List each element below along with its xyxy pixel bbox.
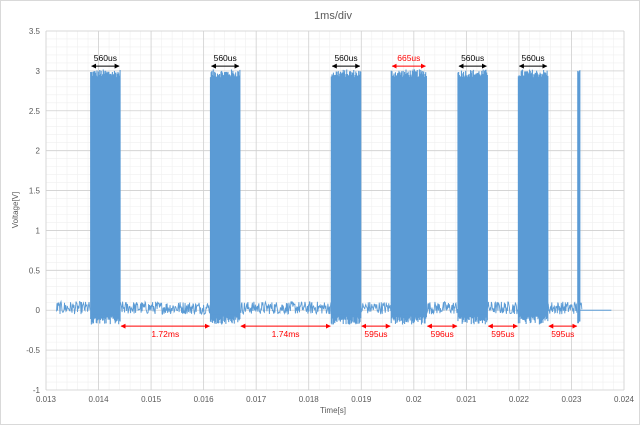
pulse-block xyxy=(90,78,121,315)
y-tick-labels: -1 -0.5 0 0.5 1 1.5 2 2.5 3 3.5 xyxy=(26,27,40,395)
baseline-trace xyxy=(486,300,519,315)
annotation-label: 595us xyxy=(364,329,387,339)
annotation-label: 560us xyxy=(94,53,117,63)
baseline-trace xyxy=(426,301,459,315)
pulse-block xyxy=(210,78,240,315)
y-tick-label: 2 xyxy=(36,147,41,156)
y-tick-label: 1.5 xyxy=(29,187,41,196)
y-tick-label: 3 xyxy=(36,67,41,76)
annotation-label: 596us xyxy=(431,329,454,339)
y-tick-label: 0 xyxy=(36,306,41,315)
pulse-block xyxy=(457,78,488,315)
y-tick-label: -1 xyxy=(33,386,41,395)
annotation-label: 595us xyxy=(491,329,514,339)
baseline-trace xyxy=(579,302,583,310)
annotation-label: 665us xyxy=(397,53,420,63)
annotation-label: 1.74ms xyxy=(272,329,300,339)
x-tick-label: 0.024 xyxy=(614,395,635,404)
pulse-block xyxy=(518,78,548,315)
baseline-trace xyxy=(120,300,211,316)
voltage-series xyxy=(56,69,612,325)
baseline-trace xyxy=(360,302,392,315)
x-tick-label: 0.022 xyxy=(509,395,530,404)
y-tick-label: 1 xyxy=(36,226,41,235)
x-tick-label: 0.017 xyxy=(246,395,267,404)
x-tick-label: 0.023 xyxy=(561,395,582,404)
x-tick-label: 0.016 xyxy=(194,395,215,404)
baseline-trace xyxy=(547,301,578,315)
x-tick-label: 0.014 xyxy=(89,395,110,404)
annotation-label: 560us xyxy=(334,53,357,63)
annotation-label: 560us xyxy=(461,53,484,63)
x-tick-label: 0.013 xyxy=(36,395,57,404)
x-axis-title: Time[s] xyxy=(320,406,346,415)
y-tick-label: 3.5 xyxy=(29,27,41,36)
pulse-block xyxy=(391,78,427,315)
pulse-block xyxy=(577,78,580,315)
annotation-label: 560us xyxy=(214,53,237,63)
annotations: 560us 560us 560us 665us 560us 560us 1.72ms 1.74… xyxy=(91,53,578,339)
y-axis-title: Voltage[V] xyxy=(11,192,20,228)
y-tick-label: 2.5 xyxy=(29,107,41,116)
pulse-block xyxy=(331,78,361,315)
y-tick-label: -0.5 xyxy=(26,346,40,355)
x-tick-label: 0.018 xyxy=(299,395,320,404)
x-tick-label: 0.015 xyxy=(141,395,162,404)
x-tick-labels: 0.013 0.014 0.015 0.016 0.017 0.018 0.019 0.02 0… xyxy=(36,395,635,404)
baseline-trace xyxy=(56,299,91,315)
annotation-label: 1.72ms xyxy=(151,329,179,339)
x-tick-label: 0.019 xyxy=(351,395,372,404)
baseline-trace xyxy=(239,300,332,316)
chart-title: 1ms/div xyxy=(314,10,352,22)
x-tick-label: 0.02 xyxy=(406,395,422,404)
annotation-label: 560us xyxy=(522,53,545,63)
x-tick-label: 0.021 xyxy=(456,395,477,404)
y-tick-label: 0.5 xyxy=(29,266,41,275)
annotation-label: 595us xyxy=(551,329,574,339)
